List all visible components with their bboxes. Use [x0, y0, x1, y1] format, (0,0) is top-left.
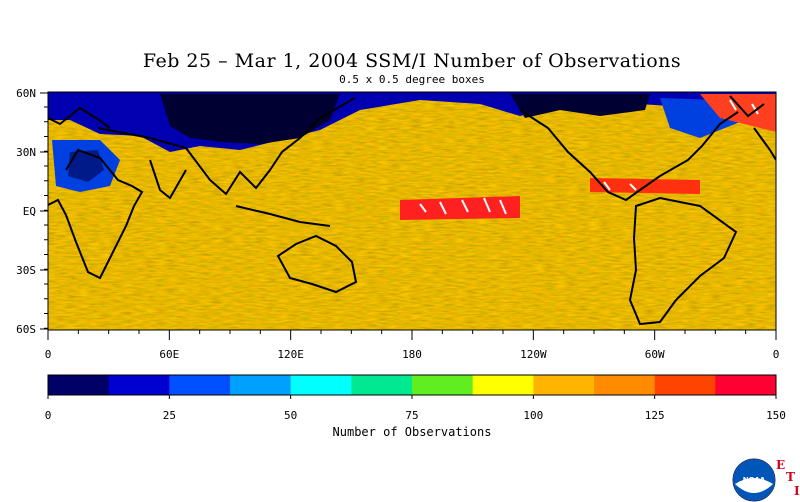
colorbar-tick-label: 50: [284, 409, 297, 422]
indonesia-coastline: [235, 205, 331, 227]
colorbar-swatch: [230, 375, 292, 395]
colorbar-swatch: [290, 375, 352, 395]
greenland-coastline: [729, 95, 765, 118]
south-america-coastline: [628, 196, 738, 326]
eti-logo: E T I: [776, 458, 800, 498]
africa-coastline: [48, 148, 144, 280]
lat-label: EQ: [23, 205, 36, 218]
colorbar-tick-label: 75: [405, 409, 418, 422]
lat-label: 60S: [16, 323, 36, 336]
latitude-axis: 60N 30N EQ 30S 60S: [16, 87, 48, 336]
asia-coastline: [97, 97, 356, 196]
lon-label: 0: [773, 348, 780, 361]
colorbar: 0 25 50 75 100 125 150: [45, 374, 786, 422]
europe-coastline: [48, 106, 111, 129]
colorbar-swatch: [351, 375, 413, 395]
lon-label: 120E: [277, 348, 304, 361]
lat-label: 30S: [16, 264, 36, 277]
map-title: Feb 25 – Mar 1, 2004 SSM/I Number of Obs…: [142, 50, 682, 72]
svg-text:NOAA: NOAA: [743, 476, 766, 484]
colorbar-tick-label: 0: [45, 409, 52, 422]
north-america-coastline: [519, 109, 739, 202]
west-africa-coastline: [753, 127, 776, 161]
colorbar-swatch: [472, 375, 534, 395]
lat-label: 60N: [16, 87, 36, 100]
colorbar-tick-label: 150: [766, 409, 786, 422]
colorbar-swatch: [48, 375, 110, 395]
colorbar-swatch: [654, 375, 716, 395]
colorbar-swatch: [594, 375, 656, 395]
australia-coastline: [276, 234, 358, 294]
colorbar-swatch: [412, 375, 474, 395]
noaa-logo: NOAA: [732, 458, 776, 502]
equatorial-high-obs-band: [400, 196, 520, 220]
coastlines: [48, 95, 776, 326]
india-coastline: [149, 159, 187, 200]
colorbar-swatch: [715, 375, 777, 395]
colorbar-tick-label: 125: [645, 409, 665, 422]
lon-label: 180: [402, 348, 422, 361]
lon-label: 60W: [645, 348, 665, 361]
longitude-axis: 0 60E 120E 180 120W 60W 0: [45, 330, 780, 361]
map-plot-area: [48, 92, 776, 330]
colorbar-tick-label: 100: [523, 409, 543, 422]
lon-label: 60E: [159, 348, 179, 361]
arabia-core-region: [68, 150, 104, 182]
lon-label: 0: [45, 348, 52, 361]
colorbar-title: Number of Observations: [333, 425, 492, 439]
colorbar-swatch: [108, 375, 170, 395]
colorbar-tick-label: 25: [163, 409, 176, 422]
north-america-no-data-region: [510, 94, 650, 118]
scattered-high-obs-marks: [419, 99, 759, 215]
lat-label: 30N: [16, 146, 36, 159]
colorbar-swatch: [169, 375, 231, 395]
asia-no-data-region: [160, 94, 340, 144]
lon-label: 120W: [520, 348, 547, 361]
colorbar-swatch: [533, 375, 595, 395]
map-subtitle: 0.5 x 0.5 degree boxes: [339, 73, 485, 86]
